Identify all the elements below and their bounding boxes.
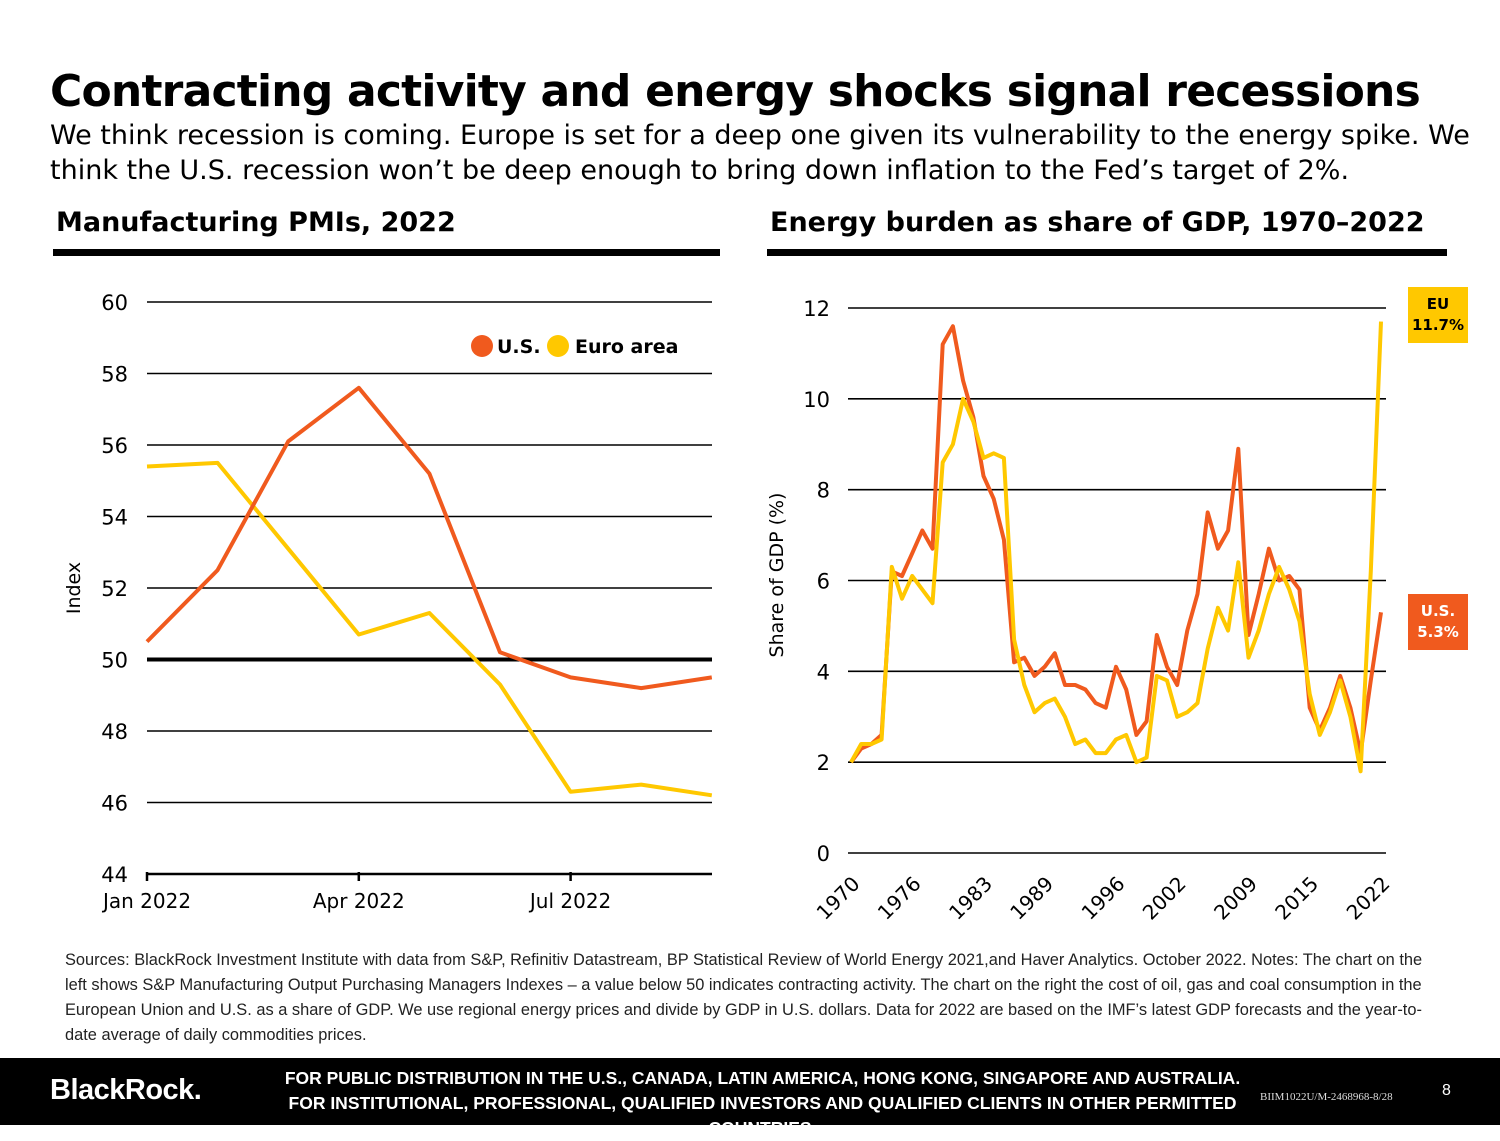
energy-chart-title: Energy burden as share of GDP, 1970–2022 [770, 207, 1425, 238]
x-tick-label: 1970 [812, 872, 865, 925]
x-tick-label: Apr 2022 [313, 889, 405, 913]
x-tick-label: Jan 2022 [101, 889, 191, 913]
y-tick-label: 52 [101, 577, 128, 601]
pmi-chart-title: Manufacturing PMIs, 2022 [56, 207, 456, 238]
x-tick-label: 1976 [873, 872, 926, 925]
page-title: Contracting activity and energy shocks s… [50, 66, 1421, 117]
end-label-eu: EU 11.7% [1408, 287, 1468, 343]
energy-line-chart: 0 2 4 6 8 10 12 1970 1976 1983 1989 1996 2002 2009 201… [766, 287, 1468, 925]
pmi-line-chart: 44 46 48 50 52 54 56 58 60 Jan 2022 Apr 2022 Jul 20… [63, 291, 713, 913]
source-notes: Sources: BlackRock Investment Institute … [65, 951, 1423, 1044]
series-line-u-s- [145, 385, 713, 691]
legend-label: Euro area [575, 336, 678, 358]
y-tick-label: 54 [101, 506, 128, 530]
x-tick-label: 1996 [1077, 872, 1130, 925]
legend-marker [471, 335, 493, 357]
end-label-name: EU [1427, 295, 1449, 313]
y-tick-label: 46 [101, 792, 128, 816]
y-axis-label: Share of GDP (%) [766, 493, 788, 658]
end-label-box [1408, 594, 1468, 650]
end-label-value: 5.3% [1417, 623, 1459, 641]
pmi-title-rule [53, 249, 720, 256]
x-tick-label: 2022 [1342, 872, 1395, 925]
legend-marker [547, 335, 569, 357]
y-tick-label: 2 [817, 751, 830, 775]
y-tick-label: 50 [101, 649, 128, 673]
x-tick-label: 2009 [1209, 872, 1262, 925]
end-label-value: 11.7% [1412, 316, 1464, 334]
page-subtitle: We think recession is coming. Europe is … [50, 120, 1470, 186]
x-tick-label: 2002 [1138, 872, 1191, 925]
x-tick-label: 1989 [1005, 872, 1058, 925]
series-line-euro-area [146, 460, 713, 798]
blackrock-logo: BlackRock. [50, 1074, 202, 1106]
end-label-name: U.S. [1421, 602, 1455, 620]
y-tick-label: 56 [101, 434, 128, 458]
distribution-disclaimer: FOR PUBLIC DISTRIBUTION IN THE U.S., CAN… [284, 1068, 1241, 1138]
end-label-box [1408, 287, 1468, 343]
y-tick-label: 4 [817, 660, 830, 684]
series-line-u-s- [849, 324, 1383, 764]
series-line-eu [849, 321, 1383, 774]
y-axis-label: Index [63, 562, 85, 614]
y-tick-label: 8 [817, 479, 830, 503]
y-tick-label: 48 [101, 720, 128, 744]
y-tick-label: 12 [803, 297, 830, 321]
energy-title-rule [767, 249, 1447, 256]
y-tick-label: 58 [101, 363, 128, 387]
x-tick-label: Jul 2022 [528, 889, 611, 913]
y-tick-label: 44 [101, 863, 128, 887]
footer-bar: BlackRock. FOR PUBLIC DISTRIBUTION IN TH… [0, 1058, 1500, 1138]
y-tick-label: 10 [803, 388, 830, 412]
y-tick-label: 0 [817, 842, 830, 866]
y-tick-label: 6 [817, 570, 830, 594]
x-tick-label: 1983 [944, 872, 997, 925]
x-tick-label: 2015 [1270, 872, 1323, 925]
y-tick-label: 60 [101, 291, 128, 315]
legend-label: U.S. [497, 336, 541, 358]
end-label-us: U.S. 5.3% [1408, 594, 1468, 650]
document-id: BIIM1022U/M-2468968-8/28 [1260, 1091, 1393, 1103]
page-number: 8 [1442, 1082, 1451, 1099]
